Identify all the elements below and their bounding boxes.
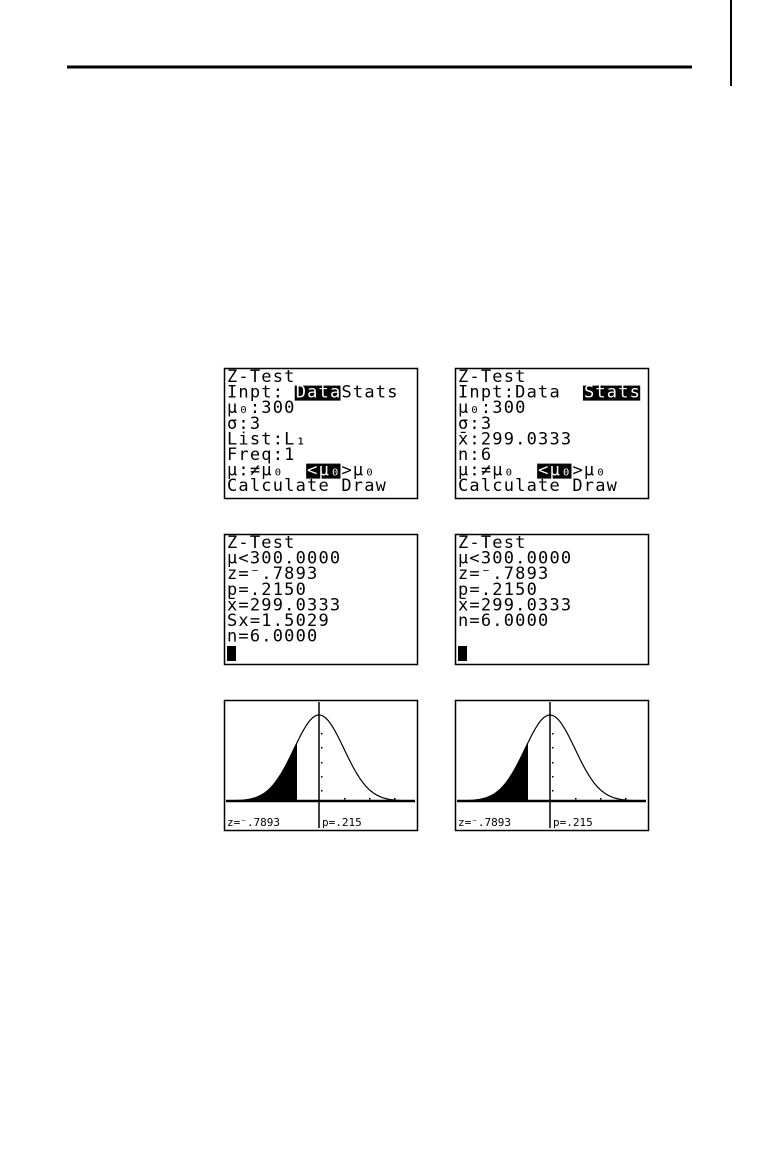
calculator-screen: Z-Test Inpt:Data Stats μ₀:300 σ:3 x̄:299… [454,367,650,500]
screen-text: >μ₀ [342,461,376,481]
z-label: z=⁻.7893 [458,816,511,829]
p-label: p=.215 [553,816,593,829]
selected-option: <μ₀ [538,461,572,481]
calculator-screen: Z-Test μ<300.0000 z=⁻.7893 p=.2150 x̄=29… [454,533,650,666]
screen-border [223,533,419,666]
y-tick [552,747,554,749]
z-label: z=⁻.7893 [227,816,280,829]
screen-text: z=⁻.7893 [227,564,318,584]
normal-curve [457,714,645,802]
y-tick [321,733,323,735]
y-tick [552,762,554,764]
screen-text: Z-Test [458,533,527,553]
screen-text: Inpt:Data [458,383,561,403]
selected-option: Stats [584,383,641,403]
screen-text: Z-Test [227,367,296,387]
normal-curve [226,714,414,802]
highlight [537,463,572,479]
screen-text: Freq:1 [227,445,296,465]
shaded-area [226,742,297,801]
cursor [227,646,236,661]
screen-text: μ₀:300 [227,398,296,418]
selected-option: <μ₀ [307,461,341,481]
highlight [306,463,341,479]
screen-text: Calculate Draw [227,476,387,496]
calculator-screen: Z-Test Inpt: Data Stats μ₀:300 σ:3 List:L… [223,367,419,500]
screen-text: Inpt: [227,383,284,403]
screen-text: p=.2150 [227,580,307,600]
screen-text: x̄:299.0333 [458,429,572,449]
screen-text: n=6.0000 [458,611,549,631]
x-tick [575,798,577,800]
x-tick [394,798,396,800]
graph-screen: z=⁻.7893 p=.215 [454,699,650,832]
y-tick [552,776,554,778]
x-tick [625,798,627,800]
screen-text: μ:≠μ₀ [227,461,284,481]
screen-text: z=⁻.7893 [458,564,549,584]
x-tick [369,798,371,800]
screen-border [454,699,650,832]
screen-text: μ<300.0000 [458,549,572,569]
screen-text: List:L₁ [227,429,307,449]
screen-border [454,533,650,666]
screen-text: Z-Test [227,533,296,553]
screen-text: x̄=299.0333 [458,595,572,615]
cursor [458,646,467,661]
calculator-screen: Z-Test μ<300.0000 z=⁻.7893 p=.2150 x̄=29… [223,533,419,666]
screen-text: >μ₀ [573,461,607,481]
screen-text: p=.2150 [458,580,538,600]
x-tick [600,798,602,800]
y-tick [321,762,323,764]
screen-text: Stats [342,383,399,403]
screen-text: Calculate Draw [458,476,618,496]
y-tick [552,733,554,735]
x-tick [344,798,346,800]
screen-text: x̄=299.0333 [227,595,341,615]
screen-text: μ:≠μ₀ [458,461,515,481]
screen-text: σ:3 [227,414,261,434]
shaded-area [457,742,528,801]
y-tick [321,747,323,749]
highlight [294,385,341,401]
highlight [582,385,641,401]
screen-text: μ<300.0000 [227,549,341,569]
p-label: p=.215 [322,816,362,829]
screen-border [223,699,419,832]
graph-screen: z=⁻.7893 p=.215 [223,699,419,832]
screen-text: n:6 [458,445,492,465]
screen-text: Sx=1.5029 [227,611,330,631]
screen-text: Z-Test [458,367,527,387]
screen-text: σ:3 [458,414,492,434]
y-tick [552,790,554,792]
screen-text: n=6.0000 [227,627,318,647]
y-tick [321,790,323,792]
screen-text: μ₀:300 [458,398,527,418]
selected-option: Data [296,383,342,403]
y-tick [321,776,323,778]
